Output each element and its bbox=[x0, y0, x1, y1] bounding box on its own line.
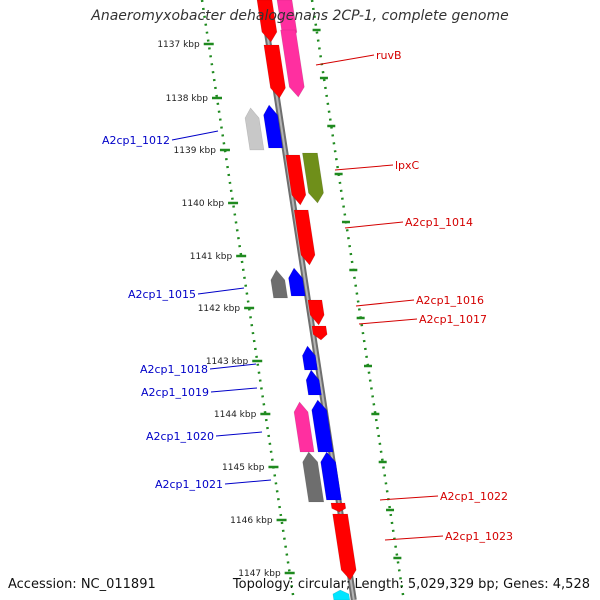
forward-leader-1 bbox=[334, 164, 394, 171]
gene-A2cp1_1016 bbox=[307, 299, 325, 326]
reverse-gene-label-1: A2cp1_1015 bbox=[128, 288, 196, 301]
kbp-tick-label-2: 1139 kbp bbox=[174, 146, 217, 156]
forward-gene-label-6: A2cp1_1023 bbox=[445, 530, 513, 543]
kbp-tick-label-10: 1147 kbp bbox=[238, 569, 281, 579]
forward-gene-label-2: A2cp1_1014 bbox=[405, 216, 473, 229]
gene-A2cp1_1017 bbox=[311, 325, 328, 341]
kbp-tick-label-0: 1137 kbp bbox=[157, 40, 200, 50]
gene-A2cp1_1023 bbox=[332, 513, 357, 581]
genome-stats-text: Topology: circular; Length: 5,029,329 bp… bbox=[232, 577, 590, 592]
kbp-tick-label-9: 1146 kbp bbox=[230, 516, 273, 526]
kbp-tick-label-8: 1145 kbp bbox=[222, 463, 265, 473]
forward-gene-label-0: ruvB bbox=[376, 49, 402, 62]
gene-forward-pink bbox=[280, 29, 305, 98]
reverse-leader-3 bbox=[210, 387, 258, 393]
reverse-leader-4 bbox=[215, 431, 263, 437]
kbp-tick-label-1: 1138 kbp bbox=[166, 94, 209, 104]
reverse-leader-5 bbox=[224, 479, 272, 485]
gene-A2cp1_1012 bbox=[263, 104, 283, 149]
gene-A2cp1_1021 bbox=[302, 451, 325, 503]
gene-A2cp1_1020 bbox=[293, 401, 315, 453]
reverse-gene-label-2: A2cp1_1018 bbox=[140, 363, 208, 376]
gene-A2cp1_1020b bbox=[311, 399, 334, 453]
gene-lpxC bbox=[302, 152, 324, 204]
map-title: Anaeromyxobacter dehalogenans 2CP-1, com… bbox=[91, 8, 509, 24]
forward-gene-label-4: A2cp1_1017 bbox=[419, 313, 487, 326]
gene-A2cp1_1014 bbox=[293, 209, 316, 266]
reverse-gene-label-5: A2cp1_1021 bbox=[155, 478, 223, 491]
reverse-gene-label-3: A2cp1_1019 bbox=[141, 386, 209, 399]
dotted-track-right bbox=[310, 0, 406, 600]
gene-ruvB bbox=[263, 44, 286, 99]
gene-A2cp1_1022 bbox=[330, 502, 347, 513]
gene-A2cp1_1019 bbox=[305, 369, 322, 396]
reverse-leader-0 bbox=[171, 130, 219, 141]
gene-A2cp1_1015b bbox=[288, 267, 306, 297]
forward-leader-4 bbox=[358, 318, 418, 325]
gene-lpxC-red bbox=[285, 154, 307, 206]
reverse-gene-label-0: A2cp1_1012 bbox=[102, 134, 170, 147]
reverse-leader-1 bbox=[197, 287, 245, 295]
gene-cyan-bottom bbox=[332, 589, 351, 600]
gene-A2cp1_1021b bbox=[320, 451, 342, 501]
forward-leader-2 bbox=[344, 221, 404, 229]
dotted-track-left bbox=[200, 0, 296, 600]
accession-text: Accession: NC_011891 bbox=[8, 577, 156, 592]
forward-leader-0 bbox=[315, 54, 375, 66]
reverse-gene-label-4: A2cp1_1020 bbox=[146, 430, 214, 443]
kbp-tick-label-7: 1144 kbp bbox=[214, 410, 257, 420]
gene-forward-1 bbox=[256, 0, 278, 43]
kbp-tick-label-4: 1141 kbp bbox=[190, 252, 233, 262]
kbp-tick-label-3: 1140 kbp bbox=[182, 199, 225, 209]
forward-gene-label-3: A2cp1_1016 bbox=[416, 294, 484, 307]
forward-leader-5 bbox=[379, 495, 439, 501]
forward-gene-label-5: A2cp1_1022 bbox=[440, 490, 508, 503]
kbp-tick-label-6: 1143 kbp bbox=[206, 357, 249, 367]
forward-leader-6 bbox=[384, 535, 444, 541]
kbp-tick-label-5: 1142 kbp bbox=[198, 304, 241, 314]
gene-A2cp1_1015 bbox=[270, 269, 288, 299]
reverse-leader-2 bbox=[209, 363, 257, 370]
forward-gene-label-1: lpxC bbox=[395, 159, 420, 172]
gene-grey-1 bbox=[244, 107, 265, 151]
forward-leader-3 bbox=[355, 299, 415, 307]
